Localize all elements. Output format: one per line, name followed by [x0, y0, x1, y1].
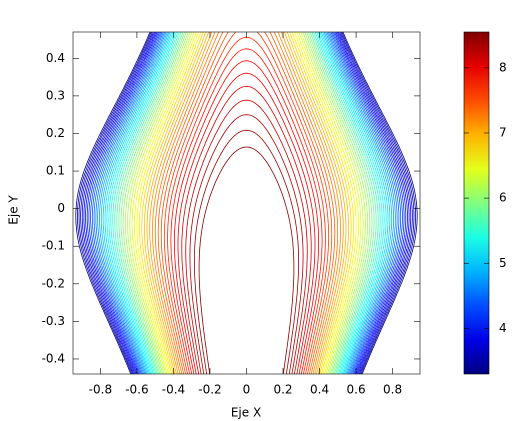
- contour-line: [80, 31, 413, 375]
- contour-line: [81, 31, 412, 375]
- contour-line: [177, 72, 316, 375]
- contour-line: [116, 31, 377, 375]
- contour-line: [149, 31, 344, 375]
- contour-line: [167, 36, 326, 375]
- x-tick-label: 0.6: [347, 383, 366, 397]
- contour-line: [97, 31, 396, 375]
- colorbar: [463, 31, 490, 375]
- contour-line: [125, 31, 368, 375]
- contour-line: [86, 31, 407, 374]
- contour-line: [152, 31, 341, 375]
- contour-line: [85, 31, 408, 375]
- contour-line: [100, 31, 393, 375]
- y-tick-label: 0.2: [46, 126, 65, 140]
- contour-line: [138, 31, 355, 375]
- contour-line: [112, 31, 381, 375]
- contour-line: [110, 31, 383, 375]
- contour-line: [114, 31, 379, 375]
- y-tick-label: 0.3: [46, 88, 65, 102]
- contour-line: [174, 60, 319, 375]
- contour-line: [160, 31, 333, 375]
- contour-line: [144, 31, 349, 375]
- x-tick-label: 0.4: [310, 383, 329, 397]
- contour-line: [141, 31, 352, 375]
- contour-line: [134, 31, 359, 375]
- colorbar-tick-label: 7: [499, 125, 507, 139]
- y-tick-label: -0.2: [42, 276, 65, 290]
- y-tick-label: 0.4: [46, 51, 65, 65]
- y-tick-label: -0.1: [42, 239, 65, 253]
- colorbar-tick-label: 4: [499, 321, 507, 335]
- x-tick-label: -0.2: [198, 383, 221, 397]
- contour-line: [120, 31, 373, 375]
- contour-line: [78, 31, 415, 375]
- contour-line: [131, 31, 362, 375]
- y-tick-label: 0.1: [46, 164, 65, 178]
- contour-line: [154, 31, 339, 375]
- contour-line: [83, 31, 410, 375]
- y-tick-label: 0: [57, 201, 65, 215]
- contour-line: [146, 31, 347, 375]
- contour-line: [198, 146, 295, 375]
- x-tick-label: -0.4: [162, 383, 185, 397]
- contour-line: [93, 31, 400, 375]
- contour-line: [91, 31, 402, 375]
- y-axis-label: Eje Y: [7, 195, 21, 225]
- contour-line: [77, 31, 416, 375]
- colorbar-tick-label: 6: [499, 191, 507, 205]
- colorbar-tick-label: 5: [499, 256, 507, 270]
- x-tick-label: -0.8: [89, 383, 112, 397]
- contour-line: [106, 31, 387, 375]
- contour-line: [189, 114, 304, 375]
- contour-line: [163, 31, 330, 375]
- contour-line: [95, 31, 398, 375]
- x-tick-label: 0.2: [273, 383, 292, 397]
- contour-line: [185, 99, 308, 375]
- x-tick-label: -0.6: [125, 383, 148, 397]
- contour-line: [170, 48, 323, 375]
- contour-line: [118, 31, 375, 375]
- x-tick-label: 0: [243, 383, 251, 397]
- contour-line: [90, 31, 403, 375]
- contour-line: [102, 31, 391, 375]
- contour-line: [99, 31, 394, 375]
- contour-line: [104, 31, 389, 375]
- contour-line: [181, 85, 312, 375]
- contour-line: [122, 31, 371, 375]
- colorbar-tick-label: 8: [499, 60, 507, 74]
- y-tick-label: -0.3: [42, 314, 65, 328]
- contour-line: [194, 129, 299, 375]
- contour-line: [108, 31, 385, 375]
- contour-line: [157, 31, 336, 374]
- contour-line: [136, 31, 357, 375]
- plot-frame: [72, 31, 421, 375]
- contour-line: [88, 31, 405, 375]
- contour-line: [127, 31, 366, 375]
- x-tick-label: 0.8: [383, 383, 402, 397]
- x-axis-label: Eje X: [231, 406, 261, 420]
- y-tick-label: -0.4: [42, 351, 65, 365]
- contour-line: [129, 31, 364, 375]
- contour-line: [75, 31, 418, 375]
